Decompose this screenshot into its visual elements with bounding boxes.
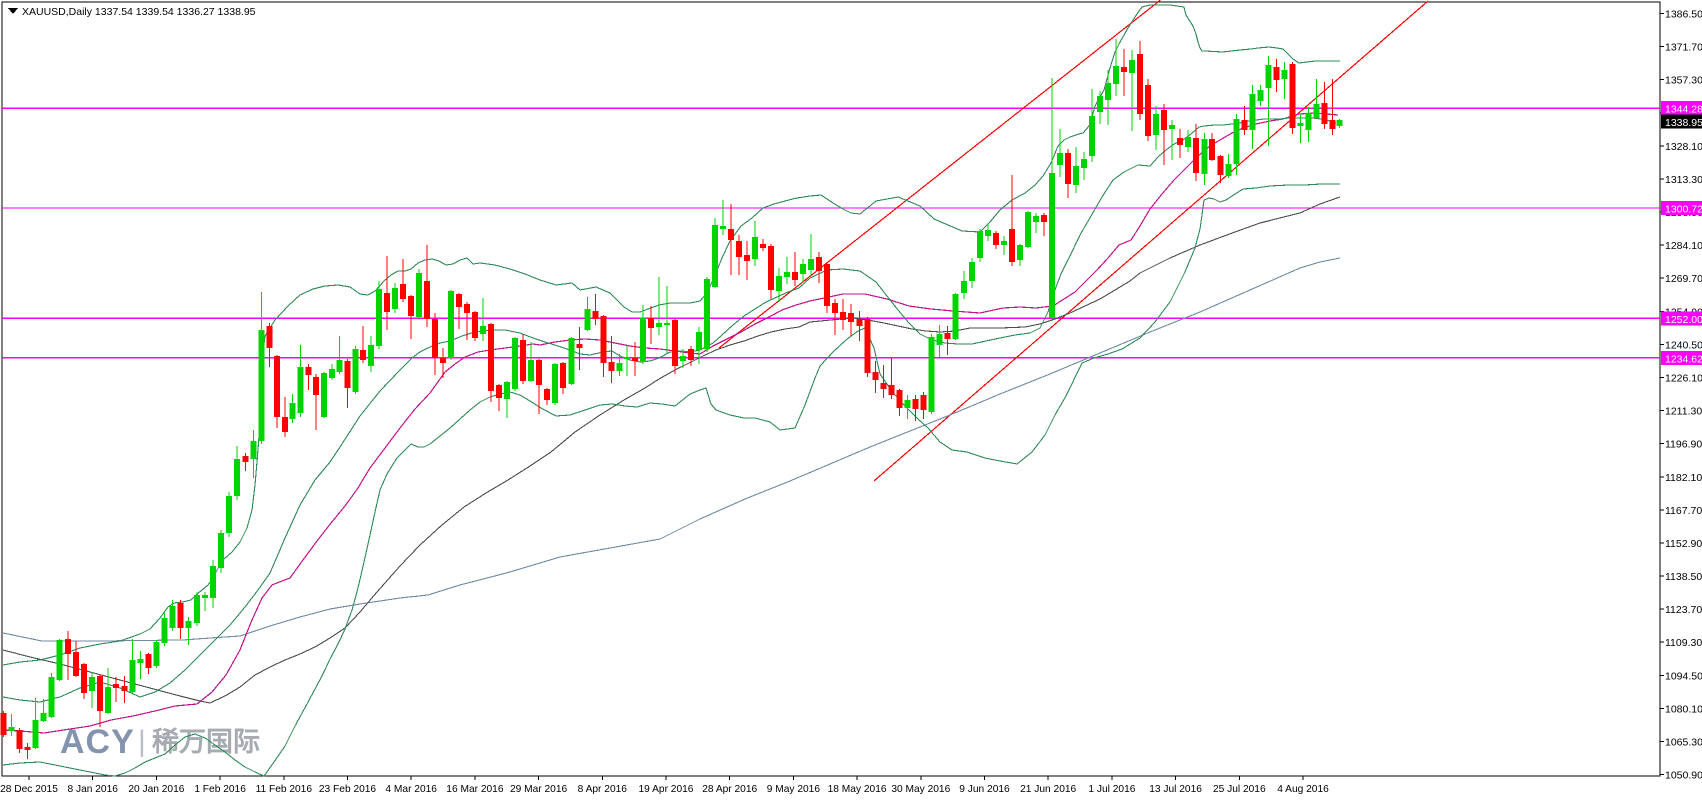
- svg-text:1152.90: 1152.90: [1665, 538, 1702, 550]
- svg-text:11 Feb 2016: 11 Feb 2016: [256, 784, 313, 795]
- svg-text:4 Aug 2016: 4 Aug 2016: [1277, 784, 1329, 795]
- svg-text:29 Mar 2016: 29 Mar 2016: [510, 784, 568, 795]
- svg-text:1344.28: 1344.28: [1665, 104, 1702, 116]
- svg-text:9 May 2016: 9 May 2016: [767, 784, 821, 795]
- svg-text:1240.50: 1240.50: [1665, 339, 1702, 351]
- svg-text:1167.70: 1167.70: [1665, 505, 1702, 517]
- svg-text:1138.50: 1138.50: [1665, 571, 1702, 583]
- svg-text:4 Mar 2016: 4 Mar 2016: [385, 784, 437, 795]
- svg-text:16 Mar 2016: 16 Mar 2016: [446, 784, 504, 795]
- svg-text:1196.90: 1196.90: [1665, 439, 1702, 451]
- svg-text:1313.30: 1313.30: [1665, 174, 1702, 186]
- svg-text:XAUUSD,Daily 1337.54 1339.54: XAUUSD,Daily 1337.54 1339.54 1336.27 133…: [22, 6, 256, 18]
- svg-text:1226.10: 1226.10: [1665, 373, 1702, 385]
- svg-text:1050.90: 1050.90: [1665, 770, 1702, 782]
- svg-text:21 Jun 2016: 21 Jun 2016: [1020, 784, 1076, 795]
- svg-text:13 Jul 2016: 13 Jul 2016: [1149, 784, 1202, 795]
- svg-text:8 Apr 2016: 8 Apr 2016: [578, 784, 628, 795]
- svg-text:18 May 2016: 18 May 2016: [828, 784, 887, 795]
- svg-text:1252.00: 1252.00: [1665, 314, 1702, 326]
- svg-text:20 Jan 2016: 20 Jan 2016: [128, 784, 184, 795]
- svg-text:ACY: ACY: [60, 723, 135, 761]
- svg-text:25 Jul 2016: 25 Jul 2016: [1213, 784, 1266, 795]
- svg-text:1 Jul 2016: 1 Jul 2016: [1088, 784, 1135, 795]
- svg-text:28 Dec 2015: 28 Dec 2015: [0, 784, 58, 795]
- svg-text:1123.70: 1123.70: [1665, 604, 1702, 616]
- svg-text:1094.50: 1094.50: [1665, 670, 1702, 682]
- svg-text:1234.62: 1234.62: [1665, 353, 1702, 365]
- svg-text:1371.70: 1371.70: [1665, 42, 1702, 54]
- svg-text:1182.10: 1182.10: [1665, 472, 1702, 484]
- svg-text:1109.30: 1109.30: [1665, 637, 1702, 649]
- svg-text:1211.30: 1211.30: [1665, 406, 1702, 418]
- svg-text:1065.30: 1065.30: [1665, 737, 1702, 749]
- svg-text:19 Apr 2016: 19 Apr 2016: [639, 784, 694, 795]
- svg-text:1080.10: 1080.10: [1665, 703, 1702, 715]
- svg-text:23 Feb 2016: 23 Feb 2016: [319, 784, 377, 795]
- svg-text:9 Jun 2016: 9 Jun 2016: [959, 784, 1010, 795]
- svg-text:1300.72: 1300.72: [1665, 204, 1702, 216]
- svg-text:1284.10: 1284.10: [1665, 240, 1702, 252]
- svg-text:1357.30: 1357.30: [1665, 75, 1702, 87]
- svg-text:8 Jan 2016: 8 Jan 2016: [67, 784, 118, 795]
- svg-text:1386.50: 1386.50: [1665, 9, 1702, 21]
- svg-text:|: |: [138, 725, 146, 758]
- svg-text:1 Feb 2016: 1 Feb 2016: [194, 784, 246, 795]
- svg-text:28 Apr 2016: 28 Apr 2016: [702, 784, 757, 795]
- svg-text:1269.70: 1269.70: [1665, 273, 1702, 285]
- svg-text:1338.95: 1338.95: [1665, 117, 1702, 129]
- svg-text:30 May 2016: 30 May 2016: [891, 784, 950, 795]
- svg-text:稀万国际: 稀万国际: [152, 727, 260, 757]
- svg-text:1328.10: 1328.10: [1665, 141, 1702, 153]
